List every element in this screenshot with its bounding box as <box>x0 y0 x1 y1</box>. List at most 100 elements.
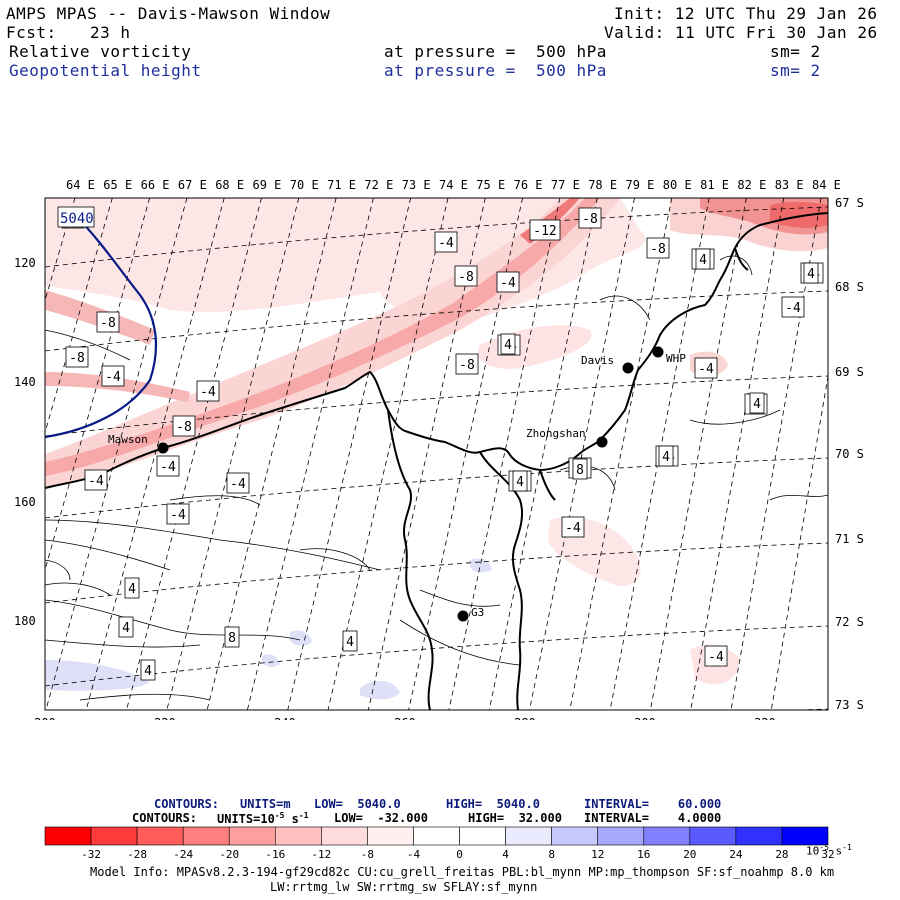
station-marker <box>157 442 169 454</box>
vorticity-label: -12 <box>533 224 556 239</box>
longitude-label: 69 E <box>253 178 282 192</box>
meridian-line <box>650 198 747 710</box>
y-axis-label: 120 <box>14 256 36 270</box>
vorticity-label-box <box>156 455 180 477</box>
latitude-label: 70 S <box>835 447 864 461</box>
station-label: Davis <box>581 354 614 367</box>
meridian-line <box>206 198 337 710</box>
colorbar-label: 0 <box>456 848 463 861</box>
station-label: G3 <box>471 606 484 619</box>
colorbar-units: 10-5 s-1 <box>806 843 852 858</box>
vorticity-label-box <box>226 472 250 494</box>
vorticity-label-box <box>455 353 479 375</box>
colorbar-cell <box>136 826 184 846</box>
longitude-label: 82 E <box>737 178 766 192</box>
contours-height-units: UNITS=m <box>240 797 291 811</box>
colorbar-cell <box>182 826 230 846</box>
vorticity-label: -4 <box>698 362 714 377</box>
vorticity-label: -4 <box>88 474 104 489</box>
colorbar-label: -8 <box>361 848 374 861</box>
map-title: AMPS MPAS -- Davis-Mawson Window <box>6 4 331 23</box>
forecast-label: Fcst: <box>6 23 57 42</box>
vorticity-label-box <box>454 265 478 287</box>
longitude-label: 73 E <box>402 178 431 192</box>
colorbar-label: 4 <box>502 848 509 861</box>
vorticity-label: 4 <box>699 253 707 268</box>
vorticity-label: -8 <box>459 358 475 373</box>
colorbar-cell <box>689 826 737 846</box>
vorticity-label-box <box>65 346 89 368</box>
y-axis-labels: 120 140 160 180 <box>14 256 36 628</box>
latitude-labels: 67 S 68 S 69 S 70 S 71 S 72 S 73 S <box>835 196 864 712</box>
longitude-label: 79 E <box>626 178 655 192</box>
parallel-line <box>45 290 828 352</box>
y-axis-label: 180 <box>14 614 36 628</box>
vorticity-label-box <box>196 380 220 402</box>
vorticity-label: -8 <box>100 316 116 331</box>
vorticity-label-box <box>496 271 520 293</box>
station-marker <box>596 436 608 448</box>
vorticity-label: 4 <box>122 621 130 636</box>
x-axis-label: 240 <box>274 716 296 720</box>
vorticity-label-box <box>704 645 728 667</box>
vorticity-label: -8 <box>69 351 85 366</box>
vorticity-label-box <box>561 516 585 538</box>
contours-height-high: HIGH= 5040.0 <box>446 797 540 811</box>
longitude-label: 66 E <box>141 178 170 192</box>
colorbar-labels: -32 -28 -24 -20 -16 -12 -8 -4 0 4 8 12 16 20 24 28 32 <box>81 848 835 861</box>
colorbar-label: -12 <box>311 848 331 861</box>
meridian-line <box>45 198 150 572</box>
vorticity-label-box <box>578 207 602 229</box>
x-axis-label: 280 <box>514 716 536 720</box>
vorticity-label-box <box>118 616 134 638</box>
vorticity-label: -4 <box>200 385 216 400</box>
colorbar-cell <box>367 826 414 846</box>
vorticity-label-box <box>96 311 120 333</box>
vorticity-label: 4 <box>807 267 815 282</box>
model-info: Model Info: MPASv8.2.3-194-gf29cd82c CU:… <box>90 865 835 879</box>
height-contour-5040 <box>45 214 158 439</box>
field1-name: Relative vorticity <box>9 42 192 61</box>
colorbar-cell <box>274 826 322 846</box>
station-label: Mawson <box>108 433 148 446</box>
vorticity-label-box <box>694 357 718 379</box>
colorbar-label: 16 <box>637 848 650 861</box>
map-panel: 64 E 65 E 66 E 67 E 68 E 69 E 70 E 71 E 72 E 73 E… <box>14 178 864 720</box>
vorticity-label: -8 <box>650 242 666 257</box>
station-marker <box>457 610 469 622</box>
colorbar-cell <box>459 826 506 846</box>
contours-vort-high: HIGH= 32.000 <box>468 811 562 825</box>
longitude-label: 67 E <box>178 178 207 192</box>
forecast-hour: 23 h <box>90 23 131 42</box>
colorbar-label: -4 <box>407 848 421 861</box>
vorticity-label-box <box>781 296 805 318</box>
meridian-line <box>166 198 300 710</box>
longitude-label: 70 E <box>290 178 319 192</box>
colorbar-cell <box>90 826 138 846</box>
colorbar-cell <box>643 826 691 846</box>
longitude-label: 68 E <box>215 178 244 192</box>
colorbar-label: 20 <box>683 848 696 861</box>
vorticity-label-box <box>84 469 108 491</box>
height-contour-label-text: 5040 <box>60 211 94 227</box>
contours-height-interval: INTERVAL= 60.000 <box>584 797 722 811</box>
vorticity-label: -4 <box>170 508 186 523</box>
longitude-label: 83 E <box>775 178 804 192</box>
vorticity-contours <box>45 255 828 701</box>
field1-smoothing: sm= 2 <box>770 42 821 61</box>
colorbar-cell <box>44 826 92 846</box>
x-axis-labels: 200 220 240 260 280 300 320 <box>34 716 776 720</box>
longitude-label: 71 E <box>327 178 356 192</box>
meridian-line <box>45 198 188 710</box>
vorticity-label: -4 <box>708 650 724 665</box>
colorbar-label: 28 <box>775 848 788 861</box>
x-axis-label: 200 <box>34 716 56 720</box>
colorbar-cell <box>551 826 599 846</box>
meridian-line <box>770 373 828 710</box>
latitude-label: 67 S <box>835 196 864 210</box>
init-time: Init: 12 UTC Thu 29 Jan 26 <box>614 4 878 23</box>
vorticity-label: 4 <box>346 635 354 650</box>
longitude-label: 78 E <box>588 178 617 192</box>
station-marker <box>652 346 664 358</box>
colorbar-cell <box>228 826 276 846</box>
